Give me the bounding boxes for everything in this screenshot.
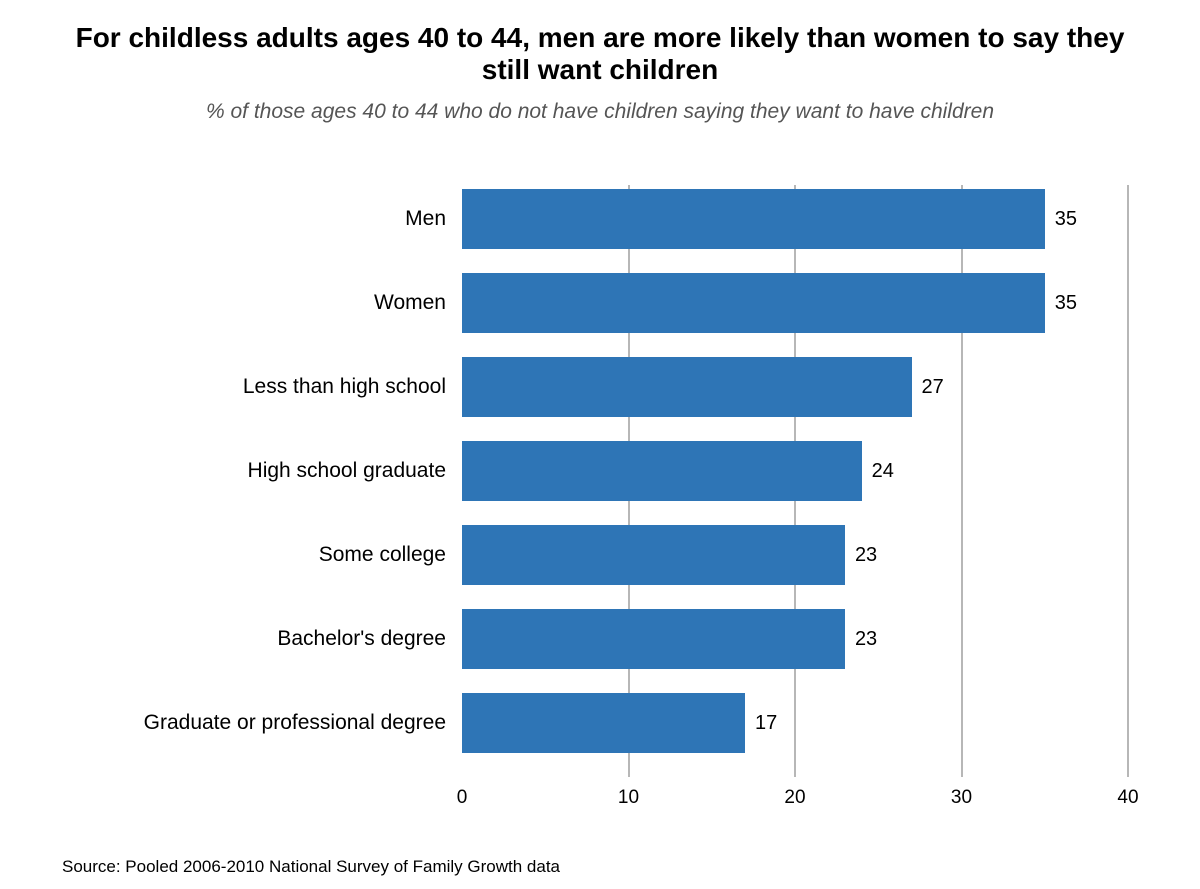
bar-value-label: 17 [755,693,777,753]
x-axis-tick: 30 [951,787,972,809]
bar-value-label: 27 [922,357,944,417]
plot-area: 35 35 27 24 23 23 17 [462,185,1128,777]
y-axis-label: Women [30,273,462,333]
bar [462,693,745,753]
y-axis-label: High school graduate [30,441,462,501]
bar [462,525,845,585]
bar [462,273,1045,333]
gridline [1127,185,1129,777]
bar [462,609,845,669]
bar-value-label: 35 [1055,189,1077,249]
bar-value-label: 23 [855,609,877,669]
y-axis-label: Less than high school [30,357,462,417]
y-axis-label: Some college [30,525,462,585]
source-text: Source: Pooled 2006-2010 National Survey… [0,857,560,877]
bar [462,189,1045,249]
y-axis-label: Graduate or professional degree [30,693,462,753]
y-axis-label: Bachelor's degree [30,609,462,669]
x-axis-tick: 0 [457,787,468,809]
bar [462,357,912,417]
chart-container: For childless adults ages 40 to 44, men … [0,0,1200,889]
x-axis-tick: 40 [1117,787,1138,809]
chart-title: For childless adults ages 40 to 44, men … [0,22,1200,86]
bar-value-label: 24 [872,441,894,501]
bar [462,441,862,501]
bar-value-label: 23 [855,525,877,585]
y-axis-label: Men [30,189,462,249]
x-axis-tick: 20 [784,787,805,809]
chart-subtitle: % of those ages 40 to 44 who do not have… [0,100,1200,124]
bar-value-label: 35 [1055,273,1077,333]
x-axis-tick: 10 [618,787,639,809]
